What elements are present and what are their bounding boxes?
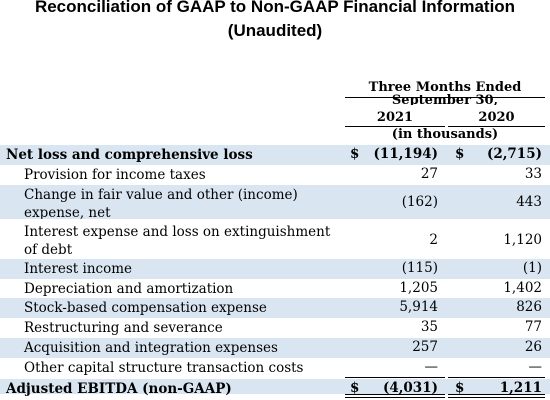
report-title: Reconciliation of GAAP to Non-GAAP Finan… [34, 0, 516, 16]
total-double-underline-2021 [345, 394, 445, 398]
period-divider [345, 97, 545, 98]
table-row: Other capital structure transaction cost… [0, 358, 550, 377]
value-2020: — [528, 359, 543, 375]
units-label: (in thousands) [391, 127, 499, 142]
year-2020-underline [448, 126, 545, 127]
value-2021: (4,031) [382, 380, 438, 396]
table-row: Provision for income taxes 27 33 [0, 165, 550, 185]
report-subtitle: (Unaudited) [227, 21, 323, 40]
value-2021: (11,194) [373, 146, 438, 162]
year-2020-header: 2020 [478, 110, 515, 125]
table-row: Interest income (115) (1) [0, 259, 550, 279]
value-2021: 1,205 [399, 280, 438, 296]
table-row: Acquisition and integration expenses 257… [0, 338, 550, 358]
currency-symbol: $ [350, 146, 360, 162]
row-label: Stock-based compensation expense [24, 300, 267, 316]
subtotal-underline-2021 [345, 377, 445, 378]
row-label: Adjusted EBITDA (non-GAAP) [6, 381, 232, 397]
row-label: Provision for income taxes [24, 167, 206, 183]
table-row: Stock-based compensation expense 5,914 8… [0, 298, 550, 318]
value-2021: 257 [412, 339, 438, 355]
value-2021: 2 [429, 232, 438, 248]
year-2021-header: 2021 [376, 110, 414, 125]
value-2021: — [424, 359, 439, 375]
value-2021: 35 [420, 319, 438, 335]
row-label: Interest expense and loss on extinguishm… [24, 224, 331, 258]
value-2020: 77 [524, 319, 542, 335]
value-2020: 33 [524, 166, 542, 182]
row-label: Acquisition and integration expenses [24, 340, 278, 356]
row-label: Net loss and comprehensive loss [6, 147, 253, 163]
table-row: Interest expense and loss on extinguishm… [0, 219, 550, 259]
period-header-date: September 30, [391, 93, 499, 105]
row-label: Other capital structure transaction cost… [24, 360, 304, 376]
value-2021: (162) [401, 194, 438, 210]
row-label: Interest income [24, 261, 133, 277]
period-header: Three Months Ended [368, 80, 522, 95]
total-double-underline-2020 [448, 394, 545, 398]
table-row: Change in fair value and other (income) … [0, 185, 550, 219]
table-row: Restructuring and severance 35 77 [0, 318, 550, 338]
value-2020: 26 [524, 339, 542, 355]
year-2021-underline [345, 126, 445, 127]
table-row: Depreciation and amortization 1,205 1,40… [0, 279, 550, 298]
value-2020: (2,715) [486, 146, 542, 162]
value-2021: 5,914 [399, 299, 438, 315]
value-2021: (115) [401, 260, 438, 276]
row-label: Restructuring and severance [24, 320, 223, 336]
value-2020: 1,211 [499, 380, 542, 396]
currency-symbol: $ [455, 380, 465, 396]
table-row-adjusted-ebitda: Adjusted EBITDA (non-GAAP) $ (4,031) $ 1… [0, 379, 550, 397]
value-2021: 27 [420, 166, 438, 182]
currency-symbol: $ [350, 380, 360, 396]
currency-symbol: $ [455, 146, 465, 162]
value-2020: 1,120 [503, 232, 542, 248]
subtotal-underline-2020 [448, 377, 545, 378]
row-label: Change in fair value and other (income) … [24, 187, 298, 219]
row-label: Depreciation and amortization [24, 281, 234, 297]
value-2020: 1,402 [503, 280, 542, 296]
value-2020: 826 [516, 299, 542, 315]
value-2020: 443 [516, 194, 542, 210]
table-row-net-loss: Net loss and comprehensive loss $ (11,19… [0, 145, 550, 165]
value-2020: (1) [522, 260, 542, 276]
